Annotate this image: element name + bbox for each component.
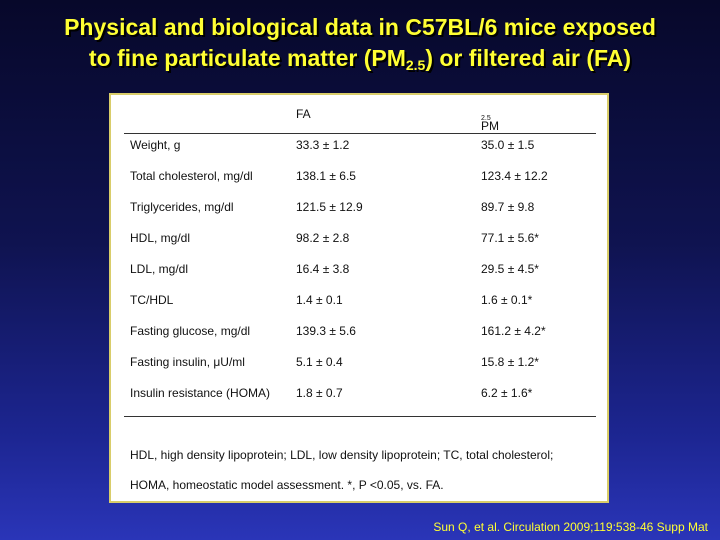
row-label: Insulin resistance (HOMA) (130, 386, 271, 400)
title-line-2-pre: to fine particulate matter (PM (88, 45, 406, 71)
table-row: LDL, mg/dl 16.4 ± 3.8 29.5 ± 4.5* (124, 262, 596, 282)
row-pm-value: 6.2 ± 1.6* (481, 386, 533, 400)
table-bottom-rule (124, 416, 596, 417)
row-label: LDL, mg/dl (130, 262, 189, 276)
row-label: HDL, mg/dl (130, 231, 191, 245)
row-pm-value: 1.6 ± 0.1* (481, 293, 533, 307)
row-pm-value: 15.8 ± 1.2* (481, 355, 539, 369)
row-label: Total cholesterol, mg/dl (130, 169, 253, 183)
row-label: Weight, g (130, 138, 181, 152)
header-fa: FA (296, 107, 311, 121)
row-pm-value: 29.5 ± 4.5* (481, 262, 539, 276)
row-label: Fasting glucose, mg/dl (130, 324, 251, 338)
row-fa-value: 1.8 ± 0.7 (296, 386, 343, 400)
table-row: Weight, g 33.3 ± 1.2 35.0 ± 1.5 (124, 138, 596, 158)
row-label: Triglycerides, mg/dl (130, 200, 234, 214)
table-row: TC/HDL 1.4 ± 0.1 1.6 ± 0.1* (124, 293, 596, 313)
table-row: Fasting glucose, mg/dl 139.3 ± 5.6 161.2… (124, 324, 596, 344)
table-row: Total cholesterol, mg/dl 138.1 ± 6.5 123… (124, 169, 596, 189)
table-row: Insulin resistance (HOMA) 1.8 ± 0.7 6.2 … (124, 386, 596, 406)
table-row: Fasting insulin, μU/ml 5.1 ± 0.4 15.8 ± … (124, 355, 596, 375)
row-fa-value: 5.1 ± 0.4 (296, 355, 343, 369)
row-label: TC/HDL (130, 293, 174, 307)
row-pm-value: 161.2 ± 4.2* (481, 324, 546, 338)
title-subscript: 2.5 (405, 57, 426, 73)
title-line-2: to fine particulate matter (PM2.5) or fi… (0, 43, 720, 74)
table-row: HDL, mg/dl 98.2 ± 2.8 77.1 ± 5.6* (124, 231, 596, 251)
row-label: Fasting insulin, μU/ml (130, 355, 245, 369)
row-pm-value: 77.1 ± 5.6* (481, 231, 539, 245)
title-line-1: Physical and biological data in C57BL/6 … (64, 14, 656, 40)
header-pm: PM 2.5 (481, 107, 499, 133)
row-pm-value: 123.4 ± 12.2 (481, 169, 548, 183)
footnote-line-2: HOMA, homeostatic model assessment. *, P… (130, 478, 444, 492)
row-pm-value: 89.7 ± 9.8 (481, 200, 535, 214)
slide-title: Physical and biological data in C57BL/6 … (0, 12, 720, 74)
row-fa-value: 1.4 ± 0.1 (296, 293, 343, 307)
footnote-line-1: HDL, high density lipoprotein; LDL, low … (130, 448, 554, 462)
row-fa-value: 139.3 ± 5.6 (296, 324, 356, 338)
row-fa-value: 16.4 ± 3.8 (296, 262, 350, 276)
header-pm-text: PM (481, 119, 499, 133)
table-header: FA PM 2.5 (124, 95, 596, 134)
row-pm-value: 35.0 ± 1.5 (481, 138, 535, 152)
data-table-card: FA PM 2.5 Weight, g 33.3 ± 1.2 35.0 ± 1.5… (109, 93, 609, 503)
row-fa-value: 121.5 ± 12.9 (296, 200, 363, 214)
title-line-2-post: ) or filtered air (FA) (425, 45, 632, 71)
row-fa-value: 33.3 ± 1.2 (296, 138, 350, 152)
row-fa-value: 98.2 ± 2.8 (296, 231, 350, 245)
table-row: Triglycerides, mg/dl 121.5 ± 12.9 89.7 ±… (124, 200, 596, 220)
citation: Sun Q, et al. Circulation 2009;119:538-4… (433, 520, 708, 534)
header-pm-subscript: 2.5 (481, 115, 491, 122)
row-fa-value: 138.1 ± 6.5 (296, 169, 356, 183)
